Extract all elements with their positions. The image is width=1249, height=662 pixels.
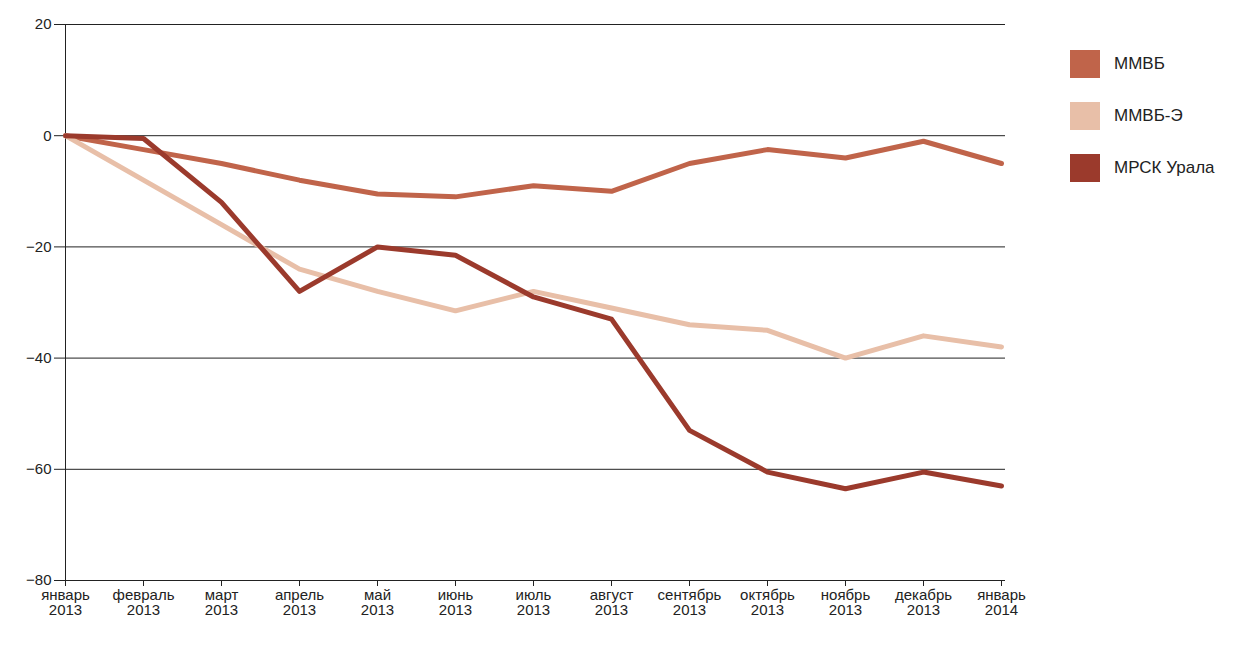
svg-text:апрель2013: апрель2013 bbox=[275, 586, 324, 618]
svg-text:январь2013: январь2013 bbox=[41, 586, 90, 618]
svg-text:январь2014: январь2014 bbox=[977, 586, 1026, 618]
svg-text:декабрь2013: декабрь2013 bbox=[895, 586, 952, 618]
svg-text:май2013: май2013 bbox=[361, 586, 394, 618]
svg-text:ноябрь2013: ноябрь2013 bbox=[821, 586, 871, 618]
svg-text:июнь2013: июнь2013 bbox=[438, 586, 474, 618]
svg-text:20: 20 bbox=[35, 15, 52, 32]
svg-text:сентябрь2013: сентябрь2013 bbox=[658, 586, 722, 618]
svg-text:−40: −40 bbox=[26, 349, 51, 366]
svg-text:март2013: март2013 bbox=[205, 586, 239, 618]
svg-text:−60: −60 bbox=[26, 460, 51, 477]
svg-text:август2013: август2013 bbox=[590, 586, 634, 618]
html-text:МРСК Урала: МРСК Урала bbox=[1114, 158, 1215, 177]
svg-text:0: 0 bbox=[43, 127, 51, 144]
svg-text:октябрь2013: октябрь2013 bbox=[740, 586, 795, 618]
svg-text:−20: −20 bbox=[26, 238, 51, 255]
svg-text:−80: −80 bbox=[26, 571, 52, 589]
html-text:ММВБ-Э: ММВБ-Э bbox=[1114, 106, 1183, 125]
svg-text:февраль2013: февраль2013 bbox=[113, 586, 175, 618]
html-text:ММВБ: ММВБ bbox=[1114, 54, 1165, 73]
svg-text:июль2013: июль2013 bbox=[516, 586, 552, 618]
